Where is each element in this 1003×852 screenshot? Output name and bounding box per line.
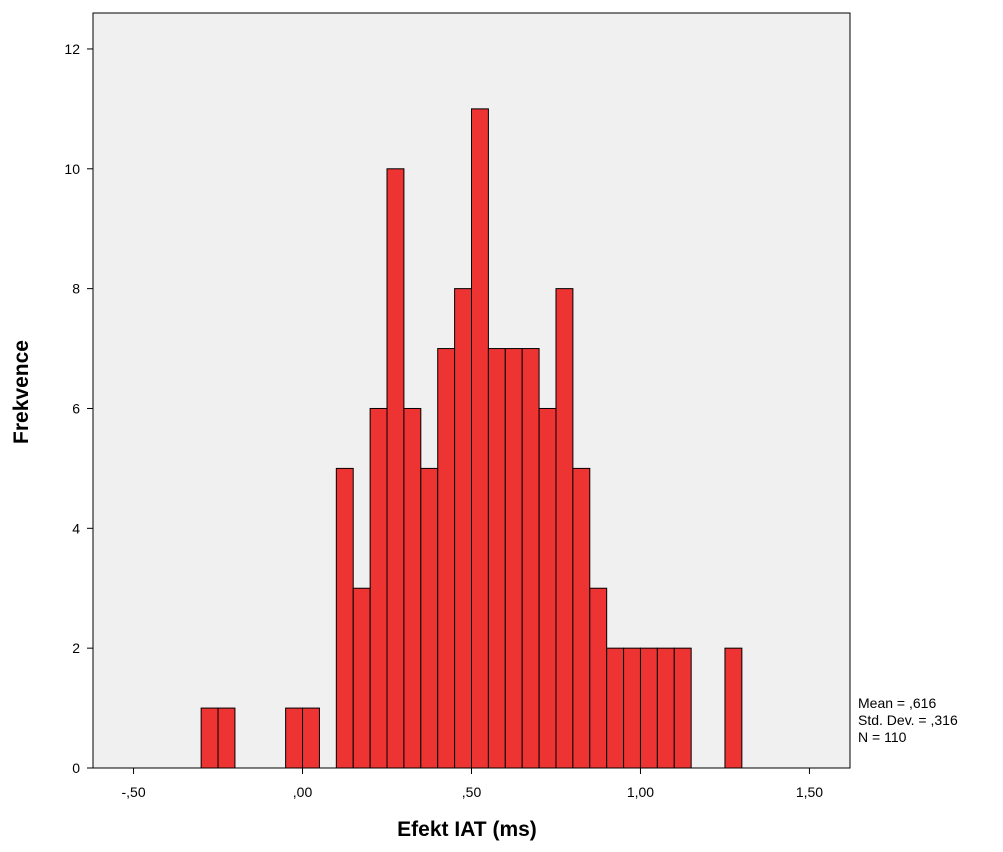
y-axis-title: Frekvence — [10, 340, 33, 444]
histogram-bar — [200, 707, 219, 769]
x-axis: -,50 ,00 ,50 1,00 1,50 — [93, 767, 850, 800]
stats-mean: Mean = ,616 — [858, 695, 936, 711]
y-axis: 0 2 4 6 8 10 12 — [64, 13, 94, 776]
histogram-bar — [454, 288, 473, 769]
histogram-bar — [437, 348, 456, 769]
stats-std-dev: Std. Dev. = ,316 — [858, 712, 958, 728]
stats-n: N = 110 — [858, 729, 907, 745]
histogram-bar — [386, 168, 405, 769]
histogram-bar — [471, 108, 489, 769]
y-tick-label: 2 — [72, 640, 80, 656]
histogram-bar — [335, 467, 354, 769]
stats-box: Mean = ,616 Std. Dev. = ,316 N = 110 — [858, 695, 958, 745]
histogram-bar — [504, 348, 523, 769]
x-tick-label: -,50 — [121, 784, 145, 800]
histogram-bar — [589, 587, 608, 769]
x-tick-label: ,50 — [462, 784, 482, 800]
histogram-bar — [639, 647, 658, 769]
histogram-bar — [217, 707, 236, 769]
histogram-bar — [285, 707, 304, 769]
histogram-bar — [302, 707, 320, 769]
y-tick-label: 6 — [72, 400, 80, 416]
y-tick-label: 8 — [72, 281, 80, 297]
histogram-bar — [538, 407, 557, 769]
histogram-bar — [606, 647, 625, 769]
y-tick-label: 4 — [72, 520, 80, 536]
x-axis-title: Efekt IAT (ms) — [397, 818, 537, 841]
histogram-bar — [623, 647, 641, 769]
y-tick-label: 12 — [64, 41, 80, 57]
y-tick-label: 10 — [64, 161, 80, 177]
x-tick-label: 1,50 — [796, 784, 823, 800]
histogram-bar — [352, 587, 371, 769]
x-tick-label: 1,00 — [627, 784, 654, 800]
histogram-bar — [555, 288, 574, 769]
y-tick-label: 0 — [72, 760, 80, 776]
bars-group — [200, 108, 743, 769]
histogram-bar — [656, 647, 675, 769]
x-tick-label: ,00 — [293, 784, 313, 800]
histogram-bar — [420, 467, 439, 769]
histogram-bar — [521, 348, 540, 769]
histogram-bar — [403, 407, 422, 769]
histogram-bar — [572, 467, 591, 769]
histogram-bar — [487, 348, 506, 769]
histogram-bar — [369, 407, 388, 769]
histogram-bar — [724, 647, 743, 769]
histogram-bar — [673, 647, 692, 769]
